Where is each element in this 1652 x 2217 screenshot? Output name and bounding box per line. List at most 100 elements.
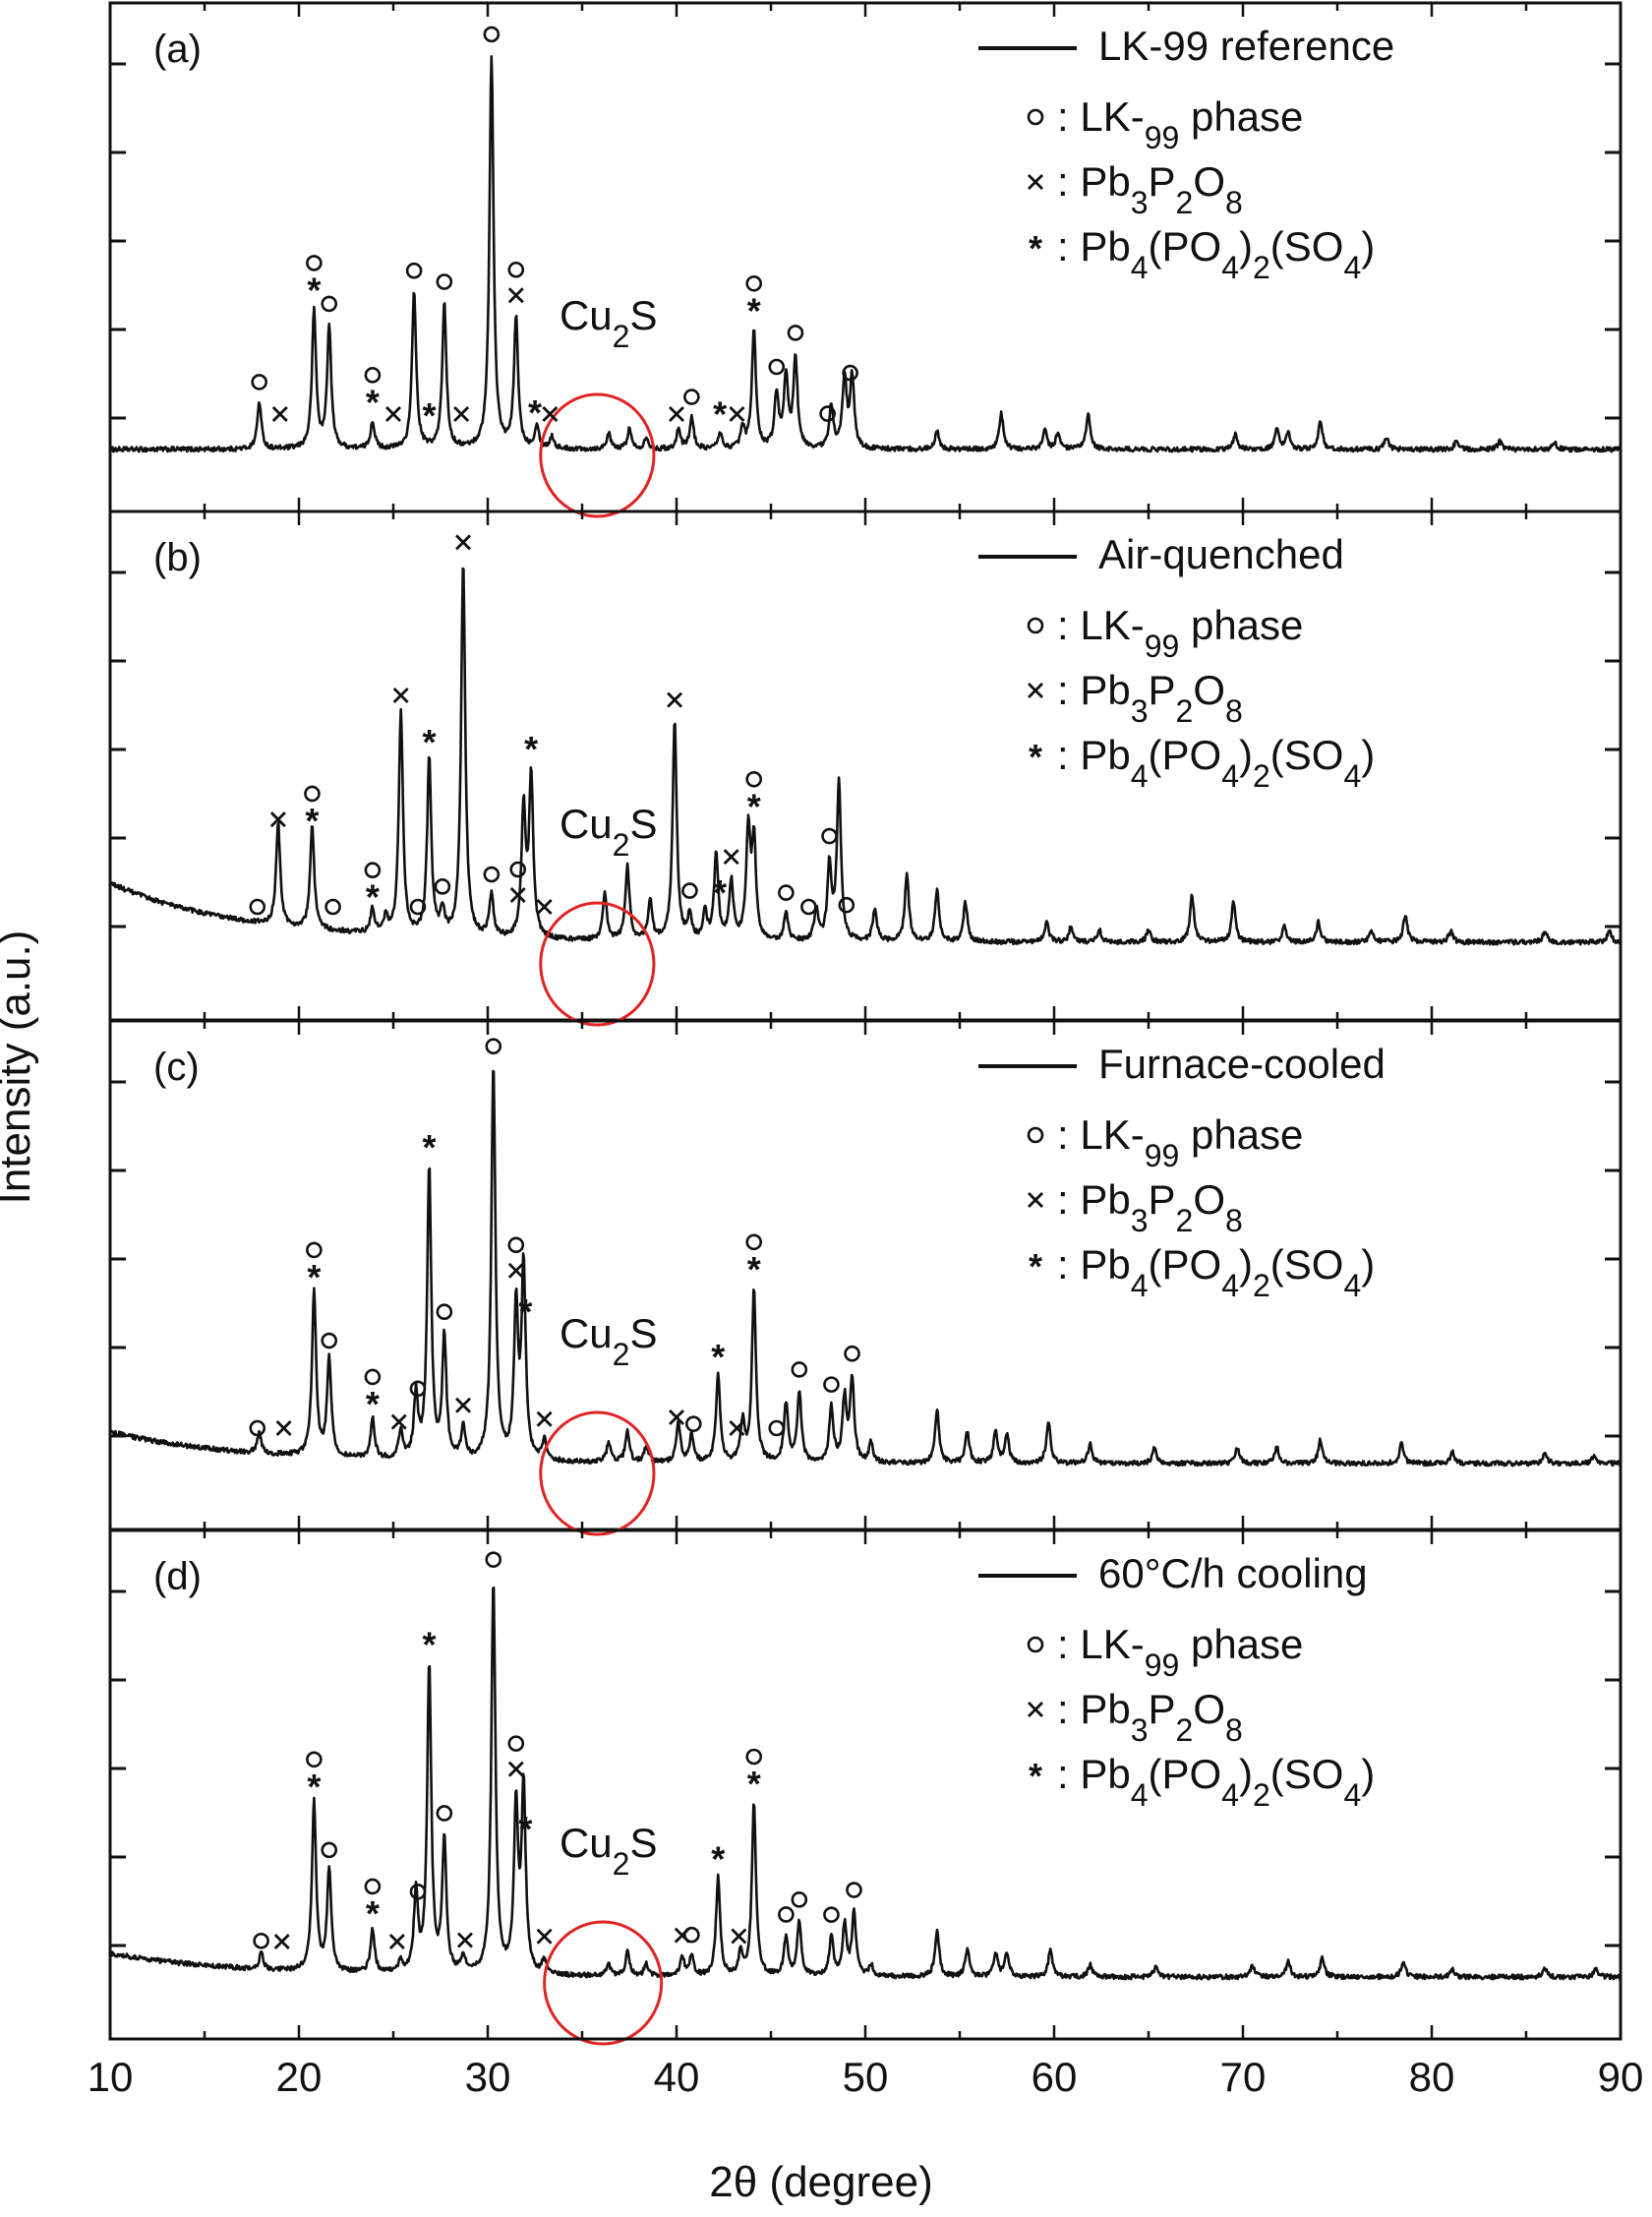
lk99-phase-marker <box>321 295 338 313</box>
panels-layer: * * * * * * (a) Cu2S LK-99 reference: LK-99 phas… <box>108 1 1622 2046</box>
lk99-phase-marker <box>483 866 501 883</box>
lk99-phase-marker <box>838 896 856 914</box>
pb4po42so4-marker: * <box>366 1893 380 1934</box>
lk99-phase-marker <box>434 878 451 895</box>
panel-frame <box>108 1019 1622 1531</box>
pb3p2o8-marker <box>507 1262 524 1279</box>
lk99-phase-marker <box>409 1380 427 1398</box>
lk99-phase-marker <box>436 273 453 290</box>
lk99-phase-marker <box>684 1415 702 1432</box>
lk99-phase-marker <box>745 770 763 788</box>
pb3p2o8-marker <box>271 406 288 422</box>
cu2s-label: Cu2S <box>560 292 658 354</box>
lk99-phase-marker <box>681 882 698 899</box>
x-tick-label: 40 <box>654 2054 700 2100</box>
pb4po42so4-marker: * <box>747 1764 761 1804</box>
lk99-phase-marker <box>507 1735 525 1752</box>
cu2s-label: Cu2S <box>560 801 658 863</box>
pb4po42so4-marker: * <box>518 1291 532 1332</box>
lk99-phase-marker <box>306 255 323 271</box>
legend-entry-label: : Pb4(PO4)2(SO4) <box>1057 1241 1375 1303</box>
lk99-phase-marker <box>778 884 795 901</box>
lk99-phase-marker <box>485 1038 502 1055</box>
pb3p2o8-marker <box>390 1413 407 1430</box>
pb4po42so4-marker: * <box>747 290 761 330</box>
lk99-phase-marker <box>249 898 266 916</box>
legend-entry-label: : LK-99 phase <box>1057 1621 1303 1683</box>
legend-entry-label: : Pb3P2O8 <box>1057 158 1243 220</box>
legend-entry-label: : Pb3P2O8 <box>1057 1686 1243 1748</box>
lk99-phase-marker <box>483 26 501 43</box>
pb3p2o8-marker <box>275 1420 292 1436</box>
x-tick-label: 50 <box>843 2054 889 2100</box>
panel-frame <box>108 509 1622 1022</box>
lk99-phase-marker <box>800 898 817 916</box>
lk99-phase-marker <box>1027 617 1044 634</box>
x-tick-label: 20 <box>276 2054 323 2100</box>
lk99-phase-marker <box>321 1332 338 1349</box>
legend-series-label: Furnace-cooled <box>1098 1041 1386 1087</box>
pb3p2o8-marker <box>269 811 286 828</box>
pb3p2o8-marker <box>456 1932 473 1948</box>
lk99-phase-marker <box>306 1751 323 1768</box>
legend-entry-label: : Pb4(PO4)2(SO4) <box>1057 732 1375 794</box>
legend-entry-label: : Pb4(PO4)2(SO4) <box>1057 1751 1375 1813</box>
lk99-phase-marker <box>768 1419 786 1437</box>
x-tick-label: 10 <box>88 2054 134 2100</box>
pb3p2o8-marker <box>729 406 745 422</box>
xrd-panel: * * * * * * (a) Cu2S LK-99 reference: LK-99 phas… <box>108 1 1622 518</box>
lk99-phase-marker <box>819 405 836 422</box>
pb3p2o8-marker <box>392 688 409 704</box>
lk99-phase-marker <box>1027 1636 1044 1653</box>
lk99-phase-marker <box>324 898 341 916</box>
pb4po42so4-marker: * <box>528 392 542 433</box>
pb3p2o8-marker <box>388 1934 405 1949</box>
lk99-phase-marker <box>791 1891 808 1908</box>
pb3p2o8-marker <box>536 899 553 915</box>
pb3p2o8-marker <box>536 1410 553 1427</box>
pb4po42so4-marker: * <box>711 1838 725 1879</box>
lk99-phase-marker <box>778 1906 795 1923</box>
pb4po42so4-marker: * <box>747 1249 761 1289</box>
xrd-trace <box>108 1587 1622 1981</box>
legend-series-label: 60°C/h cooling <box>1098 1550 1368 1596</box>
pb3p2o8-marker <box>507 1761 524 1777</box>
legend-entry-label: : LK-99 phase <box>1057 1111 1303 1173</box>
pb3p2o8-marker <box>542 406 559 422</box>
pb4po42so4-marker: * <box>518 1809 532 1849</box>
lk99-phase-marker <box>1027 1126 1044 1144</box>
lk99-phase-marker <box>364 367 382 384</box>
pb4po42so4-marker: * <box>1029 1756 1042 1796</box>
x-tick-label: 90 <box>1598 2054 1644 2100</box>
pb4po42so4-marker: * <box>422 1127 436 1168</box>
pb3p2o8-marker <box>1028 174 1043 190</box>
pb4po42so4-marker: * <box>366 1384 380 1424</box>
pb3p2o8-marker <box>669 1409 684 1426</box>
pb3p2o8-marker <box>731 1928 747 1945</box>
pb4po42so4-marker: * <box>711 1337 725 1377</box>
x-axis-label: 2θ (degree) <box>709 2158 932 2206</box>
pb3p2o8-marker <box>509 886 526 903</box>
legend-series-label: LK-99 reference <box>1098 23 1394 69</box>
pb4po42so4-marker: * <box>713 393 727 434</box>
pb3p2o8-marker <box>1028 1702 1043 1717</box>
lk99-phase-marker <box>251 374 267 390</box>
x-tick-label: 70 <box>1220 2054 1267 2100</box>
pb4po42so4-marker: * <box>307 1767 321 1807</box>
lk99-phase-marker <box>409 1884 427 1900</box>
pb4po42so4-marker: * <box>307 270 321 310</box>
xrd-trace <box>108 1069 1622 1468</box>
lk99-phase-marker <box>787 325 804 341</box>
lk99-phase-marker <box>364 1368 382 1386</box>
cu2s-label: Cu2S <box>560 1310 658 1372</box>
pb3p2o8-marker <box>1028 1192 1043 1208</box>
panel-label: (c) <box>153 1046 200 1089</box>
pb4po42so4-marker: * <box>713 872 727 913</box>
lk99-phase-marker <box>253 1932 269 1949</box>
cu2s-label: Cu2S <box>560 1820 658 1882</box>
pb4po42so4-marker: * <box>1029 228 1042 269</box>
legend-entry-label: : LK-99 phase <box>1057 602 1303 664</box>
panel-label: (d) <box>153 1555 202 1598</box>
